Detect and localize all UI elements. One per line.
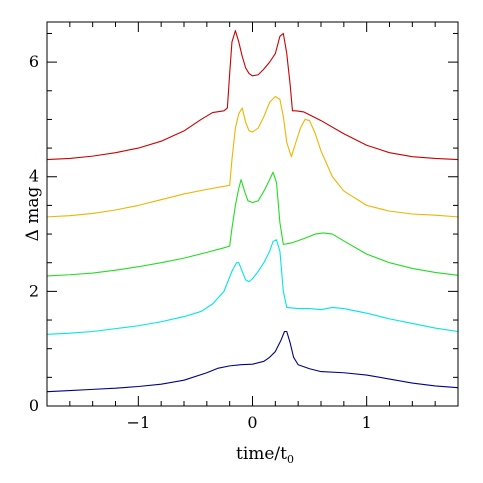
series-line-3	[46, 171, 459, 277]
x-tick-label: −1	[127, 413, 151, 432]
tick-label-layer: −1 0 1 0 2 4 6	[29, 52, 372, 432]
tick-layer	[46, 22, 459, 407]
plot-frame	[46, 21, 459, 407]
y-tick-label: 4	[29, 167, 39, 186]
x-axis-label-sub: 0	[287, 453, 294, 466]
x-tick-label: 1	[362, 413, 372, 432]
series-layer	[46, 30, 459, 393]
series-line-4	[46, 95, 459, 218]
y-tick-label: 6	[29, 52, 39, 71]
series-line-2	[46, 239, 459, 335]
x-tick-label: 0	[247, 413, 257, 432]
series-line-1	[46, 330, 459, 393]
series-line-5	[46, 30, 459, 161]
y-axis-label: Δ mag	[23, 186, 43, 241]
x-axis-label-main: time/t	[236, 444, 287, 464]
y-tick-label: 0	[29, 396, 39, 415]
y-tick-label: 2	[29, 281, 39, 300]
x-axis-label: time/t0	[236, 444, 294, 466]
